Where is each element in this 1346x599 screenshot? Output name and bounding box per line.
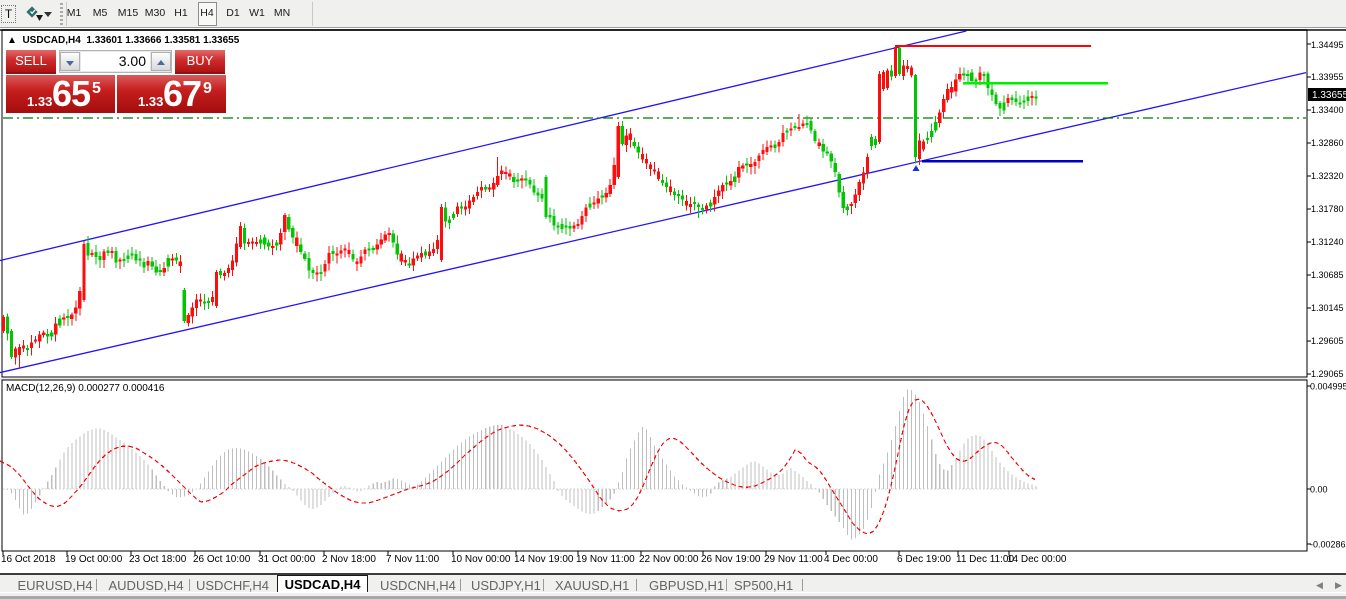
svg-text:1.33400: 1.33400 xyxy=(1311,105,1344,115)
svg-text:26 Nov 19:00: 26 Nov 19:00 xyxy=(701,554,761,565)
svg-text:0.00: 0.00 xyxy=(1310,485,1328,495)
svg-text:-0.00286: -0.00286 xyxy=(1310,540,1346,550)
svg-text:1.31780: 1.31780 xyxy=(1311,204,1344,214)
svg-text:31 Oct 00:00: 31 Oct 00:00 xyxy=(258,554,316,565)
svg-text:4 Dec 00:00: 4 Dec 00:00 xyxy=(824,554,878,565)
svg-text:1.32320: 1.32320 xyxy=(1311,171,1344,181)
svg-text:1.29065: 1.29065 xyxy=(1311,369,1344,379)
svg-text:23 Oct 18:00: 23 Oct 18:00 xyxy=(129,554,187,565)
svg-text:1.30685: 1.30685 xyxy=(1311,270,1344,280)
svg-text:1.29605: 1.29605 xyxy=(1311,336,1344,346)
svg-text:0.004995: 0.004995 xyxy=(1310,382,1346,392)
svg-text:1.34495: 1.34495 xyxy=(1311,40,1344,50)
svg-text:14 Dec 00:00: 14 Dec 00:00 xyxy=(1007,554,1067,565)
svg-text:19 Oct 00:00: 19 Oct 00:00 xyxy=(65,554,123,565)
svg-text:1.32860: 1.32860 xyxy=(1311,138,1344,148)
svg-text:7 Nov 11:00: 7 Nov 11:00 xyxy=(386,554,440,565)
svg-text:19 Nov 11:00: 19 Nov 11:00 xyxy=(576,554,635,565)
svg-text:1.33955: 1.33955 xyxy=(1311,72,1344,82)
svg-text:26 Oct 10:00: 26 Oct 10:00 xyxy=(193,554,251,565)
svg-text:1.33655: 1.33655 xyxy=(1312,90,1346,101)
svg-text:2 Nov 18:00: 2 Nov 18:00 xyxy=(322,554,376,565)
svg-text:16 Oct 2018: 16 Oct 2018 xyxy=(1,554,56,565)
svg-text:11 Dec 11:00: 11 Dec 11:00 xyxy=(956,554,1014,565)
svg-text:1.31240: 1.31240 xyxy=(1311,237,1344,247)
svg-text:1.30145: 1.30145 xyxy=(1311,303,1344,313)
svg-text:29 Nov 11:00: 29 Nov 11:00 xyxy=(764,554,823,565)
svg-text:22 Nov 00:00: 22 Nov 00:00 xyxy=(639,554,699,565)
svg-text:6 Dec 19:00: 6 Dec 19:00 xyxy=(897,554,951,565)
svg-text:14 Nov 19:00: 14 Nov 19:00 xyxy=(514,554,574,565)
svg-text:10 Nov 00:00: 10 Nov 00:00 xyxy=(451,554,511,565)
